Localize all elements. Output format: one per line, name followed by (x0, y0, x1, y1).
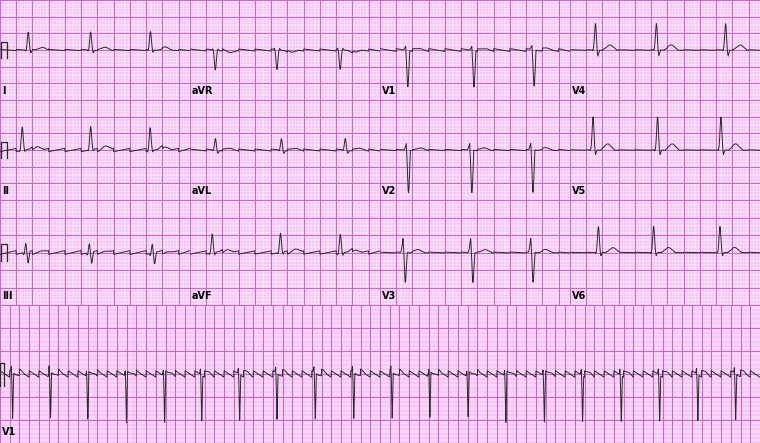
Text: V1: V1 (382, 86, 396, 96)
Text: V3: V3 (382, 291, 396, 301)
Text: V2: V2 (382, 186, 396, 196)
Text: aVR: aVR (192, 86, 214, 96)
Text: aVF: aVF (192, 291, 213, 301)
Text: V5: V5 (572, 186, 586, 196)
Text: aVL: aVL (192, 186, 212, 196)
Text: V4: V4 (572, 86, 586, 96)
Text: V6: V6 (572, 291, 586, 301)
Text: I: I (2, 86, 5, 96)
Text: III: III (2, 291, 12, 301)
Text: V1: V1 (2, 427, 16, 438)
Text: II: II (2, 186, 9, 196)
